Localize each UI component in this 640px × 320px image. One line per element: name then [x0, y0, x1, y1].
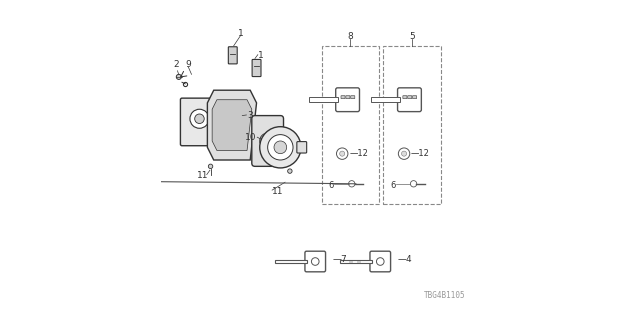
Text: 9: 9 [186, 60, 191, 69]
Circle shape [337, 148, 348, 159]
Text: —7: —7 [333, 255, 348, 264]
Circle shape [260, 133, 276, 149]
Bar [357, 261, 361, 263]
Circle shape [410, 180, 417, 187]
Text: —12: —12 [349, 148, 368, 157]
Text: 3: 3 [247, 111, 253, 120]
Circle shape [312, 258, 319, 265]
Circle shape [274, 141, 287, 154]
Circle shape [349, 180, 355, 187]
Circle shape [401, 151, 406, 156]
Bar [349, 261, 353, 263]
FancyBboxPatch shape [408, 96, 412, 99]
Text: 6: 6 [328, 181, 334, 190]
FancyBboxPatch shape [297, 142, 307, 153]
Text: 11: 11 [273, 187, 284, 196]
FancyBboxPatch shape [308, 97, 338, 102]
FancyBboxPatch shape [383, 46, 440, 204]
Circle shape [268, 135, 293, 160]
Text: —12: —12 [411, 148, 430, 157]
Text: 11: 11 [197, 172, 209, 180]
Circle shape [195, 114, 204, 124]
Circle shape [398, 148, 410, 159]
Circle shape [264, 137, 271, 145]
Text: 8: 8 [348, 32, 353, 41]
Text: 10: 10 [245, 133, 257, 142]
FancyBboxPatch shape [228, 47, 237, 64]
Circle shape [190, 109, 209, 128]
FancyBboxPatch shape [370, 251, 390, 272]
FancyBboxPatch shape [397, 88, 421, 112]
Circle shape [209, 164, 212, 169]
FancyBboxPatch shape [321, 46, 379, 204]
Circle shape [376, 258, 384, 265]
Text: TBG4B1105: TBG4B1105 [424, 291, 466, 300]
FancyBboxPatch shape [305, 251, 326, 272]
Circle shape [176, 74, 181, 79]
FancyBboxPatch shape [252, 60, 261, 76]
FancyBboxPatch shape [403, 96, 407, 99]
Circle shape [287, 169, 292, 173]
Text: —4: —4 [397, 255, 412, 264]
Text: 1: 1 [258, 51, 264, 60]
Polygon shape [212, 100, 252, 150]
Text: 5: 5 [409, 32, 415, 41]
Bar [340, 260, 372, 263]
Bar [275, 260, 307, 263]
Polygon shape [207, 90, 257, 160]
Text: 6: 6 [390, 181, 396, 190]
Circle shape [340, 151, 345, 156]
Text: 2: 2 [174, 60, 179, 69]
FancyBboxPatch shape [252, 116, 284, 166]
FancyBboxPatch shape [351, 96, 355, 99]
FancyBboxPatch shape [341, 96, 345, 99]
FancyBboxPatch shape [346, 96, 350, 99]
FancyBboxPatch shape [371, 97, 400, 102]
FancyBboxPatch shape [413, 96, 417, 99]
FancyBboxPatch shape [336, 88, 360, 112]
Circle shape [260, 127, 301, 168]
FancyBboxPatch shape [180, 98, 218, 146]
Text: 1: 1 [238, 28, 244, 38]
